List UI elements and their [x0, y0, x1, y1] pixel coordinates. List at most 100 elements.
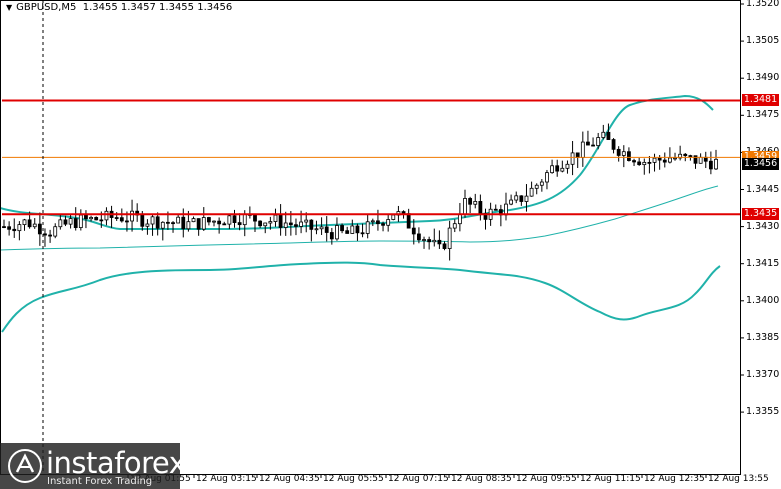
price-tick-label: 1.3430 — [746, 220, 780, 232]
candle — [12, 218, 17, 238]
candle-body — [130, 210, 134, 222]
candle — [673, 152, 677, 161]
candle — [637, 157, 642, 166]
candle-body — [621, 151, 626, 156]
candle-body — [43, 233, 47, 236]
candle — [283, 211, 288, 236]
time-tick-label: 12 Aug 09:55 — [516, 474, 577, 484]
price-tick-label: 1.3520 — [746, 0, 780, 9]
candle — [667, 147, 672, 164]
candle — [652, 153, 657, 172]
candle-body — [463, 198, 467, 215]
candle-body — [68, 218, 73, 225]
candle-body — [160, 221, 165, 229]
candle-body — [457, 213, 462, 225]
candle-body — [212, 220, 216, 223]
candle — [206, 216, 211, 226]
candle-body — [17, 224, 22, 232]
candle — [365, 214, 370, 239]
chart-border — [0, 0, 741, 475]
candle — [191, 216, 196, 223]
level-lines — [2, 99, 740, 216]
candle — [104, 207, 109, 226]
candle-body — [632, 160, 636, 163]
candle-body — [104, 210, 109, 221]
candle — [539, 179, 544, 192]
candle-body — [125, 220, 129, 223]
candle — [329, 227, 334, 245]
bollinger-upper-band — [0, 94, 714, 230]
watermark-tagline: Instant Forex Trading — [47, 476, 153, 487]
candle-body — [381, 223, 385, 226]
candle — [319, 217, 324, 235]
candle — [575, 152, 580, 169]
candle-body — [703, 156, 708, 162]
candle-body — [447, 227, 452, 249]
candle — [498, 204, 503, 227]
candle-body — [534, 184, 539, 189]
candle-body — [555, 165, 560, 172]
candle-body — [601, 131, 606, 138]
candle-body — [657, 157, 662, 161]
candle — [452, 219, 457, 233]
candle-body — [206, 217, 211, 223]
candle — [37, 212, 42, 246]
candle — [278, 204, 283, 236]
candle — [22, 218, 27, 231]
dropdown-triangle-icon[interactable]: ▼ — [6, 3, 13, 12]
candle — [381, 221, 385, 232]
candle — [222, 221, 227, 226]
candle-body — [84, 214, 88, 220]
candle-body — [32, 223, 37, 228]
candle-body — [201, 217, 206, 230]
candle-body — [596, 137, 601, 147]
candle — [570, 141, 575, 176]
candle — [417, 227, 421, 244]
candle-body — [565, 163, 570, 169]
candle — [94, 216, 99, 221]
candle-body — [278, 214, 283, 228]
candle — [555, 159, 560, 177]
candle-body — [73, 218, 78, 228]
candle — [314, 220, 319, 235]
candle — [519, 195, 524, 206]
candle — [647, 155, 652, 174]
candle — [432, 228, 437, 247]
instaforex-watermark: instaforex Instant Forex Trading — [0, 443, 186, 489]
candle-body — [350, 225, 355, 234]
candle-body — [406, 213, 411, 229]
ohlc-values: 1.3455 1.3457 1.3455 1.3456 — [82, 2, 233, 13]
candle-body — [714, 158, 718, 170]
candle-body — [22, 219, 27, 226]
candle — [529, 181, 534, 197]
candle — [176, 213, 181, 224]
candle — [227, 214, 232, 230]
candle-body — [294, 224, 298, 227]
symbol-label: GBPUSD,M5 — [16, 2, 77, 13]
candle — [534, 183, 539, 195]
time-tick-label: 12 Aug 08:35 — [451, 474, 512, 484]
symbol-title: ▼ GBPUSD,M5 1.3455 1.3457 1.3455 1.3456 — [6, 2, 232, 13]
candle-body — [258, 220, 263, 227]
candle — [360, 223, 365, 238]
candle — [78, 209, 83, 231]
candle-body — [299, 221, 303, 227]
candle — [601, 124, 606, 140]
candle-body — [78, 214, 83, 228]
candle — [406, 208, 411, 229]
candle-body — [355, 225, 360, 234]
candle — [145, 219, 150, 235]
candle-body — [53, 226, 58, 237]
candle — [391, 214, 396, 221]
candle — [294, 218, 298, 236]
time-tick-label: 12 Aug 04:35 — [259, 474, 320, 484]
candle-body — [591, 144, 595, 147]
candle-body — [478, 201, 483, 214]
candle-body — [273, 214, 278, 222]
candle — [273, 208, 278, 227]
candle-body — [7, 226, 12, 230]
candle-body — [637, 161, 642, 166]
watermark-brand: instaforex — [46, 446, 186, 480]
candle — [247, 206, 252, 219]
